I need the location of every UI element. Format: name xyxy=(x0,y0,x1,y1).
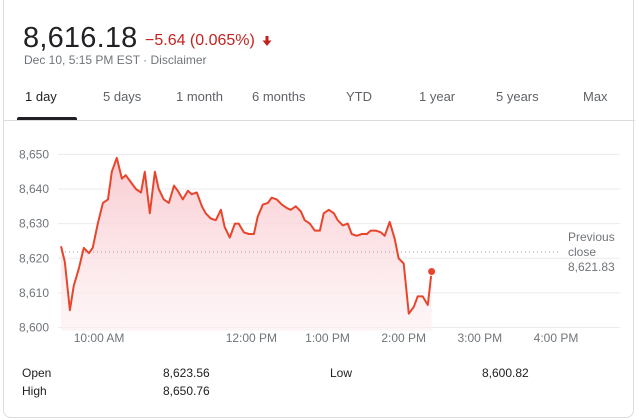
tab-max[interactable]: Max xyxy=(583,89,608,104)
y-tick-label: 8,650 xyxy=(19,147,49,161)
down-arrow-icon xyxy=(261,35,273,47)
stat-open-label: Open xyxy=(22,366,52,380)
x-tick-label: 12:00 PM xyxy=(226,331,277,345)
tab-6-months[interactable]: 6 months xyxy=(252,89,306,104)
quote-meta: Dec 10, 5:15 PM EST · Disclaimer xyxy=(24,53,207,67)
tab-ytd[interactable]: YTD xyxy=(346,89,372,104)
price-line xyxy=(60,156,433,315)
y-axis-labels: 8,600 8,610 8,620 8,630 8,640 8,650 xyxy=(19,147,49,334)
stat-high-label: High xyxy=(22,384,47,398)
y-tick-label: 8,620 xyxy=(19,251,49,265)
y-tick-label: 8,610 xyxy=(19,286,49,300)
stock-card: 8,616.18 −5.64 (0.065%) Dec 10, 5:15 PM … xyxy=(3,0,635,418)
x-tick-label: 10:00 AM xyxy=(74,331,125,345)
price-area-fill xyxy=(61,157,432,331)
price-change-value: −5.64 (0.065%) xyxy=(145,32,255,49)
stat-open-value: 8,623.56 xyxy=(163,366,210,380)
current-price: 8,616.18 xyxy=(23,22,138,54)
x-axis-labels: 10:00 AM 12:00 PM 1:00 PM 2:00 PM 3:00 PM 4:0… xyxy=(74,331,579,345)
stat-low-label: Low xyxy=(330,366,353,380)
quote-timestamp: Dec 10, 5:15 PM EST xyxy=(24,53,140,67)
tab-1-year[interactable]: 1 year xyxy=(419,89,456,104)
price-change: −5.64 (0.065%) xyxy=(145,32,273,50)
previous-close-value: 8,621.83 xyxy=(568,260,615,274)
x-tick-label: 2:00 PM xyxy=(381,331,426,345)
x-tick-label: 3:00 PM xyxy=(457,331,502,345)
last-price-dot xyxy=(427,267,437,277)
y-tick-label: 8,640 xyxy=(19,182,49,196)
stat-high-value: 8,650.76 xyxy=(163,384,210,398)
tab-5-years[interactable]: 5 years xyxy=(496,89,539,104)
tabs-divider xyxy=(4,120,635,121)
stat-low-value: 8,600.82 xyxy=(482,366,529,380)
tab-5-days[interactable]: 5 days xyxy=(103,89,142,104)
meta-separator: · xyxy=(139,53,151,67)
active-tab-indicator xyxy=(17,117,77,120)
x-tick-label: 1:00 PM xyxy=(305,331,350,345)
y-tick-label: 8,600 xyxy=(19,321,49,335)
time-range-tabs: 1 day 5 days 1 month 6 months YTD 1 year… xyxy=(4,80,635,120)
x-tick-label: 4:00 PM xyxy=(534,331,579,345)
previous-close-label-2: close xyxy=(568,245,596,259)
y-tick-label: 8,630 xyxy=(19,217,49,231)
tab-1-month[interactable]: 1 month xyxy=(176,89,223,104)
previous-close-label-1: Previous xyxy=(568,230,615,244)
tab-1-day[interactable]: 1 day xyxy=(25,89,57,104)
disclaimer-link[interactable]: Disclaimer xyxy=(150,53,207,67)
